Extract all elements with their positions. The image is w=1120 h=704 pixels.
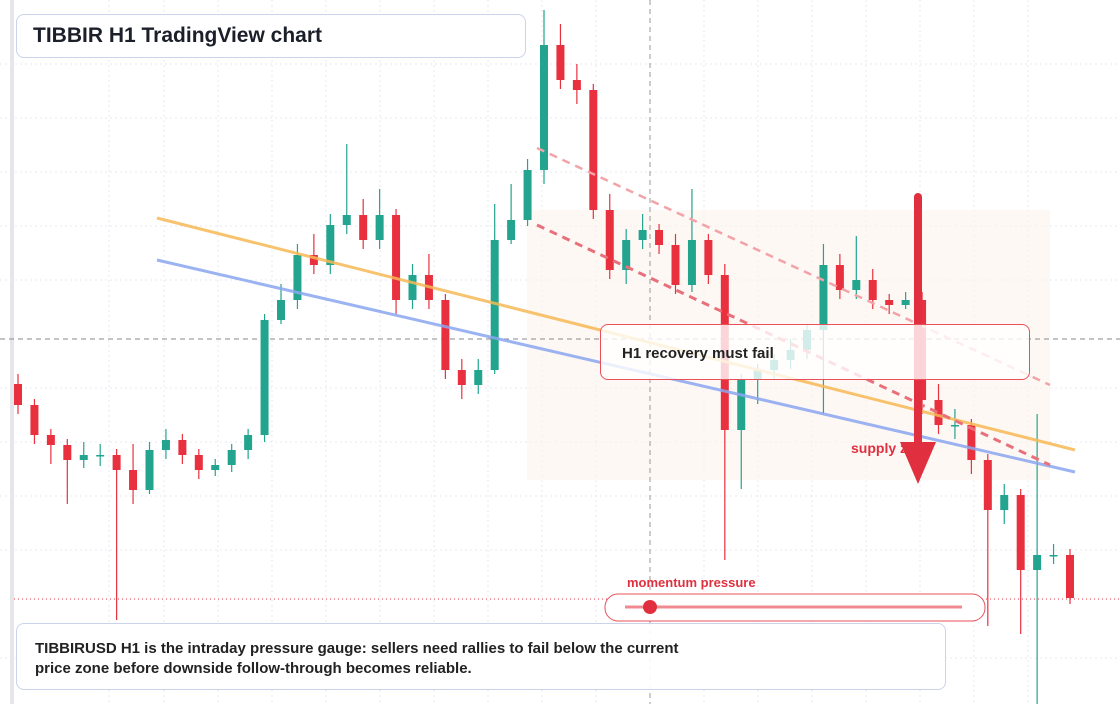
candle-body: [145, 450, 154, 490]
candle-body: [556, 45, 565, 80]
candle-body: [671, 245, 680, 285]
candle-body: [540, 45, 548, 170]
candle-body: [392, 215, 401, 300]
candle-body: [737, 380, 746, 430]
candle-body: [293, 255, 302, 300]
candle-body: [129, 470, 138, 490]
candle-body: [1000, 495, 1009, 510]
candle-body: [901, 300, 910, 305]
candle-body: [277, 300, 285, 320]
channel-line: [536, 146, 1051, 387]
candle-body: [244, 435, 253, 450]
candle-body: [1049, 555, 1058, 557]
candle-body: [309, 255, 318, 265]
candle-body: [704, 240, 713, 275]
candle-body: [1066, 555, 1074, 598]
candle-body: [687, 240, 696, 285]
candle-body: [474, 370, 483, 385]
candle-body: [161, 440, 170, 450]
candle-body: [457, 370, 466, 385]
candle-body: [622, 240, 631, 270]
annotation: supply zone: [851, 440, 932, 456]
candle-body: [835, 265, 844, 290]
candle-body: [572, 80, 581, 90]
candle-body: [375, 215, 384, 240]
candle-body: [211, 465, 220, 470]
candle-body: [655, 230, 664, 245]
candle-body: [227, 450, 236, 465]
candle-body: [441, 300, 450, 370]
candle-body: [63, 445, 72, 460]
candle-body: [260, 320, 269, 435]
candle-body: [46, 435, 55, 445]
annotation-box: H1 recovery must fail: [600, 324, 1030, 380]
candle-body: [178, 440, 187, 455]
candle-body: [14, 384, 22, 405]
candle-body: [934, 400, 943, 425]
candle-body: [868, 280, 877, 300]
candle-body: [326, 225, 335, 265]
arrow-head: [900, 442, 936, 484]
candle-body: [96, 455, 105, 457]
candle-body: [950, 425, 959, 427]
candle-body: [79, 455, 88, 460]
candle-body: [967, 425, 976, 460]
side-bar: [10, 0, 14, 704]
candle-body: [342, 215, 351, 225]
annotation: momentum pressure: [627, 575, 756, 590]
candle-body: [638, 230, 647, 240]
candle-body: [819, 265, 828, 330]
candle-body: [359, 215, 368, 240]
annotation: H1 recovery must fail: [622, 345, 774, 362]
candle-body: [885, 300, 894, 305]
candle-body: [1033, 555, 1042, 570]
candle-body: [490, 240, 499, 370]
candle-body: [194, 455, 203, 470]
candle-body: [983, 460, 992, 510]
gauge-knob: [643, 600, 657, 614]
caption: TIBBIRUSD H1 is the intraday pressure ga…: [35, 640, 679, 677]
candle-body: [523, 170, 532, 220]
chart-title: TIBBIR H1 TradingView chart: [33, 24, 323, 47]
candle-body: [112, 455, 121, 470]
candle-body: [30, 405, 39, 435]
candle-body: [605, 210, 614, 270]
caption-box: TIBBIRUSD H1 is the intraday pressure ga…: [16, 623, 946, 690]
candle-body: [589, 90, 598, 210]
candle-body: [507, 220, 516, 240]
candle-body: [1016, 495, 1025, 570]
candle-body: [852, 280, 861, 290]
title-box: TIBBIR H1 TradingView chart: [16, 14, 526, 58]
candle-body: [408, 275, 417, 300]
